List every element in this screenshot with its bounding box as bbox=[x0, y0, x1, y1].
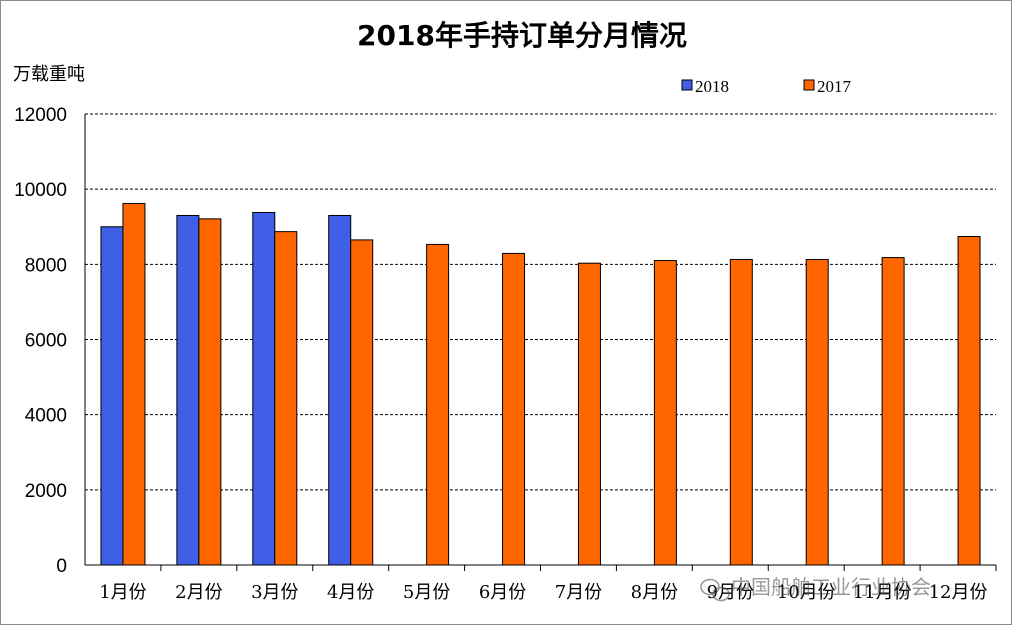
bar-2018 bbox=[252, 211, 276, 566]
y-tick-label: 6000 bbox=[25, 331, 67, 352]
axes bbox=[84, 114, 997, 571]
bar-2017 bbox=[729, 258, 753, 566]
legend-label-2018: 2018 bbox=[695, 77, 729, 96]
x-tick-label: 5月份 bbox=[403, 582, 450, 603]
bar-2017 bbox=[274, 231, 298, 566]
bar-2017 bbox=[577, 262, 601, 566]
legend: 2018 2017 bbox=[681, 77, 852, 96]
watermark-text: 中国船舶工业行业协会 bbox=[731, 575, 931, 599]
bar-2017 bbox=[198, 218, 222, 566]
bar-2017 bbox=[957, 236, 981, 566]
bar-2018 bbox=[176, 214, 200, 566]
wechat-icon bbox=[700, 578, 730, 602]
y-tick-label: 10000 bbox=[14, 180, 67, 201]
y-tick-labels: 0 2000 4000 6000 8000 10000 12000 bbox=[14, 105, 67, 577]
bar-2018 bbox=[100, 226, 124, 566]
x-tick-label: 7月份 bbox=[555, 582, 602, 603]
bar-2018 bbox=[328, 214, 352, 566]
bar-2017 bbox=[881, 257, 905, 566]
legend-swatch-2017 bbox=[803, 79, 815, 91]
x-tick-label: 4月份 bbox=[327, 582, 374, 603]
bar-2017 bbox=[502, 252, 526, 566]
watermark: 中国船舶工业行业协会 bbox=[700, 575, 931, 602]
x-tick-label: 11月份 bbox=[853, 582, 912, 603]
x-tick-label: 1月份 bbox=[99, 582, 146, 603]
x-tick-label: 12月份 bbox=[929, 582, 988, 603]
bar-2017 bbox=[426, 243, 450, 566]
y-tick-label: 0 bbox=[56, 556, 67, 577]
y-tick-label: 4000 bbox=[25, 406, 67, 427]
bar-2017 bbox=[653, 260, 677, 566]
x-tick-label: 6月份 bbox=[479, 582, 526, 603]
x-tick-labels: 1月份 2月份 3月份 4月份 5月份 6月份 7月份 8月份 9月份 10月份 11月份 12月份 bbox=[99, 582, 987, 603]
bars bbox=[100, 202, 981, 566]
gridlines bbox=[85, 113, 996, 491]
y-tick-label: 12000 bbox=[14, 105, 67, 126]
bar-2017 bbox=[122, 202, 146, 566]
bar-2017 bbox=[350, 239, 374, 566]
x-tick-label: 8月份 bbox=[631, 582, 678, 603]
x-tick-label: 3月份 bbox=[251, 582, 298, 603]
y-tick-label: 2000 bbox=[25, 481, 67, 502]
x-tick-label: 2月份 bbox=[175, 582, 222, 603]
bar-2017 bbox=[805, 258, 829, 566]
x-tick-label: 10月份 bbox=[777, 582, 836, 603]
y-axis-label: 万载重吨 bbox=[13, 64, 85, 85]
legend-label-2017: 2017 bbox=[817, 77, 852, 96]
y-tick-label: 8000 bbox=[25, 255, 67, 276]
chart-title: 2018年手持订单分月情况 bbox=[357, 19, 687, 52]
legend-swatch-2018 bbox=[681, 79, 693, 91]
